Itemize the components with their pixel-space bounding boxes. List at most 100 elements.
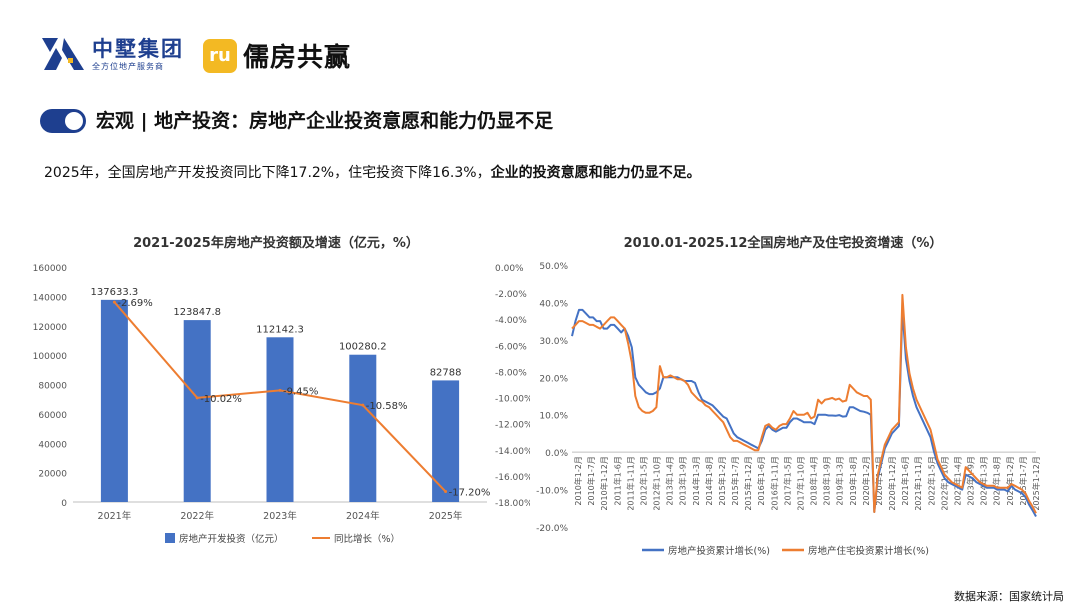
growth-point — [444, 490, 448, 494]
summary-text: 2025年，全国房地产开发投资同比下降17.2%，住宅投资下降16.3%，企业的… — [44, 162, 701, 182]
right-axis-tick: -2.00% — [495, 290, 527, 300]
left-axis-tick: 160000 — [33, 264, 68, 274]
summary-plain: 2025年，全国房地产开发投资同比下降17.2%，住宅投资下降16.3%， — [44, 165, 491, 181]
x-axis-tick: 2019年1-8月 — [848, 456, 858, 505]
x-axis-tick: 2010年1-2月 — [573, 456, 583, 505]
x-axis-tick: 2016年1-11月 — [769, 456, 779, 511]
y-axis-tick: 40.0% — [539, 299, 568, 309]
company-name: 中墅集团 — [92, 36, 184, 61]
growth-value-label: -9.45% — [283, 386, 318, 397]
x-axis-tick: 2022年1-5月 — [926, 456, 936, 505]
bar-value-label: 82788 — [430, 367, 462, 378]
y-axis-tick: 20.0% — [539, 374, 568, 384]
x-axis-tick: 2020年1-12月 — [887, 456, 897, 511]
total-investment-line — [571, 308, 1037, 517]
x-axis-tick: 2018年1-4月 — [809, 456, 819, 505]
left-axis-tick: 100000 — [33, 352, 68, 362]
x-axis-tick: 2013年1-4月 — [665, 456, 675, 505]
chart1-title: 2021-2025年房地产投资额及增速（亿元，%） — [133, 235, 419, 251]
x-axis-tick: 2020年1-2月 — [861, 456, 871, 505]
x-axis-tick: 2016年1-6月 — [756, 456, 766, 505]
x-axis-tick: 2025年1-12月 — [1031, 456, 1041, 511]
category-label: 2023年 — [263, 510, 297, 522]
right-axis-tick: -6.00% — [495, 342, 527, 352]
category-label: 2024年 — [346, 510, 380, 522]
left-axis-tick: 80000 — [38, 382, 67, 392]
left-axis-tick: 0 — [61, 499, 67, 509]
growth-line-chart: 2010.01-2025.12全国房地产及住宅投资增速（%） -20.0% -10… — [536, 235, 1041, 557]
right-axis-tick: -8.00% — [495, 368, 527, 378]
category-label: 2021年 — [98, 510, 132, 522]
company-slogan: 全方位地产服务商 — [92, 61, 164, 71]
legend-total-label: 房地产投资累计增长(%) — [668, 545, 770, 557]
growth-point — [361, 403, 365, 407]
chart2-title: 2010.01-2025.12全国房地产及住宅投资增速（%） — [624, 235, 943, 251]
bar-value-label: 112142.3 — [256, 324, 304, 335]
x-axis-tick: 2017年1-5月 — [782, 456, 792, 505]
x-axis-tick: 2011年1-11月 — [625, 456, 635, 511]
x-axis-tick: 2025年1-2月 — [1005, 456, 1015, 505]
x-axis-tick: 2021年1-11月 — [913, 456, 923, 511]
x-axis-tick: 2023年1-9月 — [966, 456, 976, 505]
y-axis-tick: 10.0% — [539, 412, 568, 422]
growth-point — [278, 388, 282, 392]
x-axis-tick: 2017年1-10月 — [795, 456, 805, 511]
bar-value-label: 137633.3 — [91, 287, 139, 298]
right-axis-tick: -14.00% — [495, 447, 530, 457]
data-source: 数据来源：国家统计局 — [954, 590, 1064, 603]
section-title: 宏观 | 地产投资：房地产企业投资意愿和能力仍显不足 — [96, 110, 554, 132]
investment-bar — [266, 337, 294, 502]
right-axis-tick: -18.00% — [495, 499, 530, 509]
growth-point — [112, 300, 116, 304]
partner-name: 儒房共赢 — [243, 43, 352, 73]
right-axis-tick: -4.00% — [495, 316, 527, 326]
x-axis-tick: 2018年1-9月 — [822, 456, 832, 505]
legend-residential-label: 房地产住宅投资累计增长(%) — [808, 545, 929, 557]
legend-bar-swatch — [165, 533, 175, 543]
x-axis-tick: 2015年1-2月 — [717, 456, 727, 505]
growth-value-label: -2.69% — [117, 298, 152, 309]
category-label: 2022年 — [180, 510, 214, 522]
investment-bar — [183, 320, 211, 502]
partner-logo-badge: ru — [203, 38, 237, 73]
x-axis-tick: 2015年1-12月 — [743, 456, 753, 511]
left-axis-tick: 20000 — [38, 470, 67, 480]
x-axis-tick: 2023年1-4月 — [952, 456, 962, 505]
x-axis-tick: 2013年1-9月 — [678, 456, 688, 505]
left-axis-tick: 40000 — [38, 440, 67, 450]
growth-value-label: -17.20% — [449, 488, 491, 499]
category-label: 2025年 — [429, 510, 463, 522]
right-axis-tick: -10.00% — [495, 395, 530, 405]
x-axis-tick: 2014年1-3月 — [691, 456, 701, 505]
right-axis-tick: 0.00% — [495, 264, 524, 274]
investment-bar — [349, 354, 377, 502]
left-axis-tick: 60000 — [38, 411, 67, 421]
investment-bar — [100, 299, 128, 502]
right-axis-tick: -12.00% — [495, 421, 530, 431]
residential-investment-line — [571, 293, 1037, 514]
x-axis-tick: 2011年1-6月 — [612, 456, 622, 505]
y-axis-tick: 30.0% — [539, 337, 568, 347]
x-axis-tick: 2010年1-7月 — [586, 456, 596, 505]
x-axis-tick: 2012年1-5月 — [638, 456, 648, 505]
x-axis-tick: 2024年1-3月 — [979, 456, 989, 505]
y-axis-tick: 50.0% — [539, 262, 568, 272]
summary-bold: 企业的投资意愿和能力仍显不足。 — [490, 165, 701, 181]
right-axis-tick: -16.00% — [495, 473, 530, 483]
partner-logo: ru 儒房共赢 — [203, 37, 351, 74]
bar-value-label: 100280.2 — [339, 342, 387, 353]
investment-bar — [432, 380, 460, 502]
growth-value-label: -10.58% — [366, 401, 408, 412]
x-axis-tick: 2012年1-10月 — [652, 456, 662, 511]
x-axis-tick: 2025年1-7月 — [1018, 456, 1028, 505]
left-axis-tick: 120000 — [33, 323, 68, 333]
growth-point — [195, 396, 199, 400]
left-axis-tick: 140000 — [33, 293, 68, 303]
y-axis-tick: 0.0% — [545, 449, 568, 459]
legend-line-label: 同比增长（%） — [334, 533, 400, 545]
section-toggle-icon — [40, 109, 86, 133]
x-axis-tick: 2024年1-8月 — [992, 456, 1002, 505]
x-axis-tick: 2010年1-12月 — [599, 456, 609, 511]
legend-bar-label: 房地产开发投资（亿元） — [179, 533, 284, 545]
x-axis-tick: 2014年1-8月 — [704, 456, 714, 505]
